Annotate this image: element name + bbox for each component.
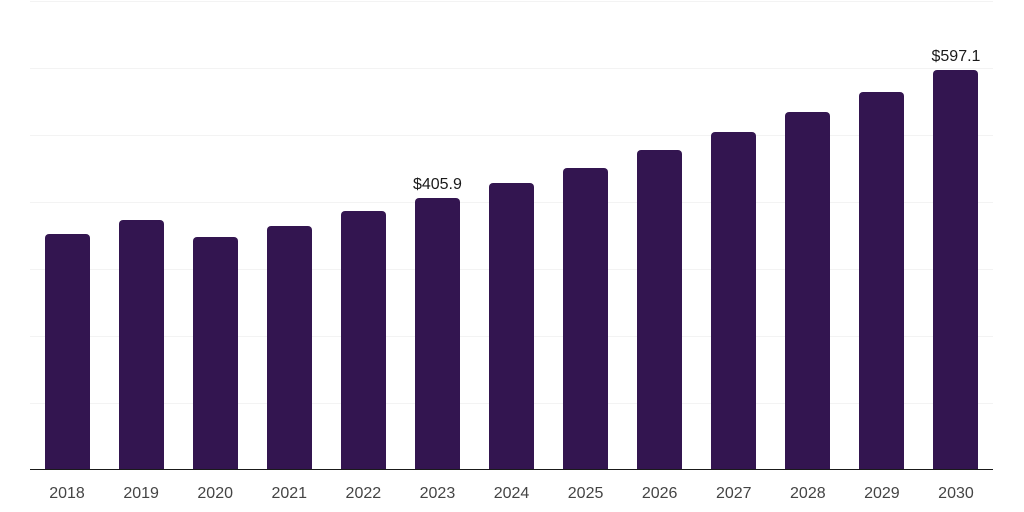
- bar-2027: [711, 132, 757, 470]
- x-tick-2022: 2022: [345, 485, 382, 502]
- x-tick-2026: 2026: [641, 485, 678, 502]
- bar-2025: [563, 167, 609, 470]
- bar-group-2029: [845, 1, 919, 470]
- gridline-600: [30, 68, 993, 69]
- plot-area: $405.9 $597.1: [30, 1, 993, 470]
- x-tick-2018: 2018: [49, 485, 85, 502]
- bar-group-2028: [771, 1, 845, 470]
- bar-2020: [192, 236, 238, 470]
- bar-group-2025: [549, 1, 623, 470]
- bar-group-2022: [326, 1, 400, 470]
- bar-2028: [785, 112, 831, 470]
- bar-group-2023: $405.9: [400, 1, 474, 470]
- x-tick-2024: 2024: [493, 485, 530, 502]
- bar-2024: [489, 183, 534, 470]
- bar-2026: [637, 150, 683, 470]
- bar-group-2018: [30, 1, 104, 470]
- bar-2029: [859, 92, 905, 470]
- bar-group-2030: $597.1: [919, 1, 993, 470]
- bar-2018: [44, 234, 90, 470]
- bar-2023: [414, 198, 460, 470]
- bar-group-2027: [697, 1, 771, 470]
- x-axis-line: [30, 468, 993, 470]
- gridline-500: [30, 135, 993, 136]
- bar-2019: [118, 219, 164, 470]
- bar-value-label-2023: $405.9: [412, 176, 462, 194]
- bar-2021: [266, 226, 312, 470]
- bar-2022: [340, 211, 386, 470]
- bar-group-2020: [178, 1, 252, 470]
- x-tick-2027: 2027: [715, 485, 752, 502]
- bars: $405.9 $597.1: [30, 1, 993, 470]
- x-tick-2020: 2020: [197, 485, 233, 502]
- bar-group-2024: [474, 1, 548, 470]
- x-axis-labels: 2018 2019 2020 2021 2022 2023 2024 2025 2026 2027…: [30, 471, 993, 512]
- x-tick-2019: 2019: [123, 485, 159, 502]
- x-tick-2029: 2029: [864, 485, 900, 502]
- x-tick-2021: 2021: [271, 485, 308, 502]
- bar-2030: [933, 69, 979, 470]
- x-tick-2030: 2030: [938, 485, 974, 502]
- gridline-700: [30, 1, 993, 2]
- bar-group-2026: [623, 1, 697, 470]
- x-tick-2028: 2028: [790, 485, 826, 502]
- bar-group-2021: [252, 1, 326, 470]
- x-tick-2025: 2025: [567, 485, 604, 502]
- bar-group-2019: [104, 1, 178, 470]
- x-tick-2023: 2023: [419, 485, 456, 502]
- bar-value-label-2030: $597.1: [931, 47, 981, 65]
